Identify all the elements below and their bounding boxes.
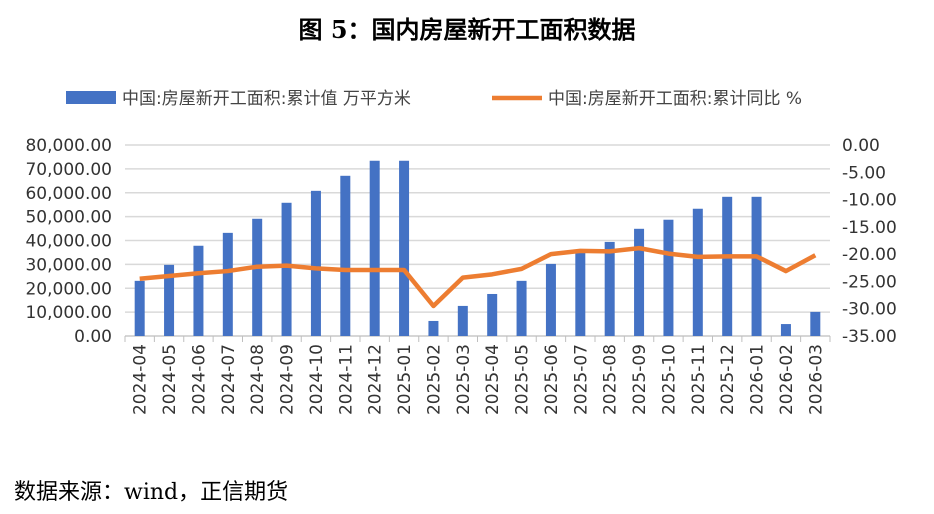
- x-tick-label: 2025-01: [395, 344, 415, 415]
- x-tick-label: 2025-08: [601, 344, 621, 415]
- left-tick-label: 10,000.00: [25, 303, 112, 323]
- left-tick-label: 20,000.00: [25, 279, 112, 299]
- bar: [281, 202, 292, 336]
- left-tick-label: 50,000.00: [25, 208, 112, 228]
- bar: [575, 252, 586, 336]
- x-tick-label: 2025-04: [483, 344, 503, 415]
- bar: [810, 311, 821, 336]
- bar: [516, 280, 527, 336]
- x-tick-label: 2024-12: [366, 344, 386, 415]
- left-tick-label: 0.00: [74, 327, 112, 347]
- x-tick-label: 2025-07: [571, 344, 591, 415]
- bar: [545, 263, 556, 336]
- bar: [487, 293, 498, 336]
- x-tick-label: 2026-02: [777, 344, 797, 415]
- line-series: [139, 245, 817, 309]
- x-tick-label: 2025-10: [659, 344, 679, 415]
- bar: [634, 228, 645, 336]
- right-tick-label: -10.00: [842, 191, 897, 211]
- x-tick-label: 2024-09: [278, 344, 298, 415]
- chart-title: 图 5：国内房屋新开工面积数据: [298, 15, 636, 44]
- bar: [722, 196, 733, 336]
- left-tick-label: 30,000.00: [25, 255, 112, 275]
- bar: [252, 218, 263, 336]
- x-tick-label: 2025-06: [542, 344, 562, 415]
- bar: [428, 320, 439, 336]
- right-tick-label: -15.00: [842, 218, 897, 238]
- bar: [164, 264, 175, 336]
- right-tick-label: -35.00: [842, 327, 897, 347]
- right-tick-label: -20.00: [842, 245, 897, 265]
- bar: [692, 208, 703, 336]
- bar: [399, 160, 410, 336]
- x-tick-label: 2025-05: [513, 344, 533, 415]
- left-tick-label: 70,000.00: [25, 160, 112, 180]
- x-tick-label: 2025-03: [454, 344, 474, 415]
- bar: [134, 280, 145, 336]
- x-tick-label: 2024-04: [131, 344, 151, 415]
- bar: [222, 232, 233, 336]
- bar: [340, 175, 351, 336]
- x-tick-label: 2025-02: [424, 344, 444, 415]
- x-tick-label: 2024-11: [336, 344, 356, 415]
- right-tick-label: -30.00: [842, 300, 897, 320]
- right-tick-label: 0.00: [842, 136, 880, 156]
- left-tick-label: 40,000.00: [25, 232, 112, 252]
- x-tick-label: 2024-06: [189, 344, 209, 415]
- bar: [780, 324, 791, 336]
- bar: [663, 219, 674, 336]
- x-tick-label: 2024-07: [219, 344, 239, 415]
- left-tick-label: 80,000.00: [25, 136, 112, 156]
- x-tick-label: 2025-11: [689, 344, 709, 415]
- legend-label-bar: 中国:房屋新开工面积:累计值 万平方米: [122, 89, 411, 109]
- bar: [604, 241, 615, 336]
- legend-label-line: 中国:房屋新开工面积:累计同比 %: [548, 89, 802, 109]
- x-tick-label: 2025-09: [630, 344, 650, 415]
- right-tick-label: -25.00: [842, 272, 897, 292]
- bar: [457, 305, 468, 336]
- bar: [751, 196, 762, 336]
- x-tick-label: 2024-08: [248, 344, 268, 415]
- x-tick-label: 2025-12: [718, 344, 738, 415]
- x-tick-label: 2024-10: [307, 344, 327, 415]
- x-tick-label: 2026-03: [806, 344, 826, 415]
- legend-swatch-bar: [66, 91, 116, 104]
- right-tick-label: -5.00: [842, 163, 886, 183]
- source-note: 数据来源：wind，正信期货: [14, 480, 289, 505]
- bar: [310, 190, 321, 336]
- bar: [193, 245, 204, 336]
- left-tick-label: 60,000.00: [25, 184, 112, 204]
- x-tick-label: 2026-01: [748, 344, 768, 415]
- bar: [369, 160, 380, 336]
- x-tick-label: 2024-05: [160, 344, 180, 415]
